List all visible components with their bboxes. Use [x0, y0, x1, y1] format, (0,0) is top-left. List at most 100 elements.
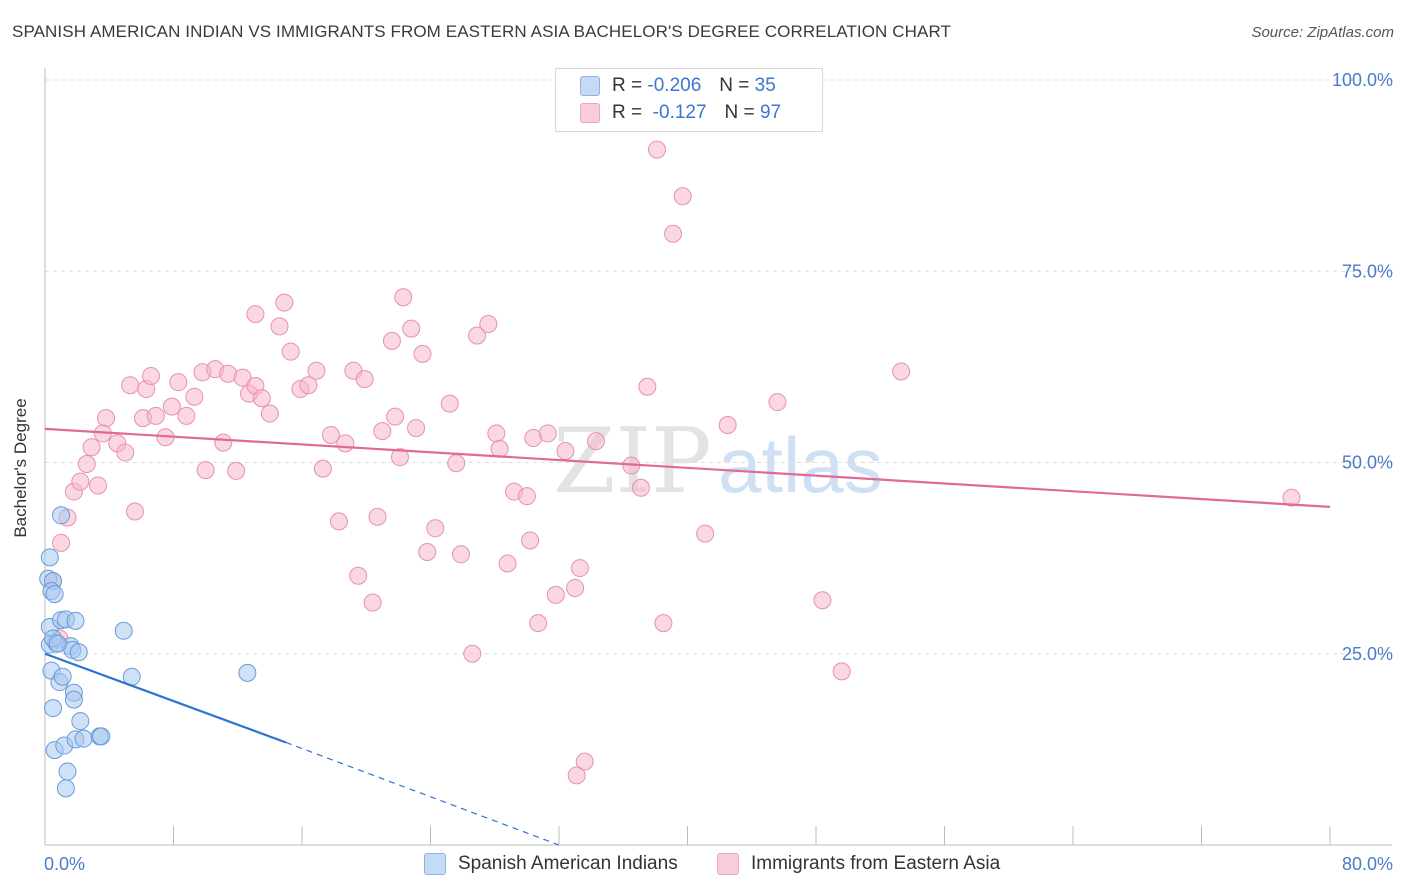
data-point-eastern-asia [121, 376, 140, 395]
correlation-legend: R = -0.206 N = 35 R = -0.127 N = 97 [555, 68, 823, 132]
data-point-eastern-asia [336, 434, 355, 453]
legend-row-pink: R = -0.127 N = 97 [580, 102, 781, 124]
data-point-eastern-asia [566, 578, 585, 597]
data-point-eastern-asia [1282, 488, 1301, 507]
data-point-eastern-asia [260, 404, 279, 423]
data-point-spanish-american-indian [74, 729, 93, 748]
data-point-eastern-asia [321, 425, 340, 444]
data-point-eastern-asia [638, 377, 657, 396]
data-point-eastern-asia [556, 442, 575, 461]
data-point-spanish-american-indian [44, 699, 63, 718]
data-point-eastern-asia [463, 644, 482, 663]
gridlines [45, 79, 1392, 655]
data-point-eastern-asia [355, 370, 374, 389]
data-point-eastern-asia [521, 531, 540, 550]
chart-title: SPANISH AMERICAN INDIAN VS IMMIGRANTS FR… [12, 22, 952, 41]
data-point-eastern-asia [402, 319, 421, 338]
bottom-legend-item-pink: Immigrants from Eastern Asia [717, 852, 1000, 876]
data-point-eastern-asia [125, 502, 144, 521]
bottom-legend-label-pink: Immigrants from Eastern Asia [751, 853, 1001, 874]
data-point-eastern-asia [71, 472, 90, 491]
data-point-eastern-asia [246, 305, 265, 324]
data-point-eastern-asia [82, 438, 101, 457]
data-point-spanish-american-indian [45, 585, 64, 604]
data-point-eastern-asia [567, 766, 586, 785]
trend-line-spanish-american-indian [44, 652, 287, 744]
data-point-eastern-asia [718, 416, 737, 435]
trend-lines [44, 427, 1331, 846]
data-point-eastern-asia [89, 476, 108, 495]
data-point-eastern-asia [832, 662, 851, 681]
data-point-eastern-asia [196, 461, 215, 480]
data-point-eastern-asia [214, 433, 233, 452]
watermark: ZIP atlas [553, 409, 883, 514]
bottom-legend-swatch-blue [424, 853, 446, 875]
data-point-eastern-asia [452, 545, 471, 564]
data-point-eastern-asia [169, 373, 188, 392]
legend-swatch-blue [580, 76, 600, 96]
data-point-eastern-asia [281, 342, 300, 361]
data-point-eastern-asia [570, 559, 589, 578]
data-point-spanish-american-indian [71, 712, 90, 731]
y-tick-label: 75.0% [1342, 261, 1393, 281]
data-point-eastern-asia [252, 389, 271, 408]
data-point-eastern-asia [892, 362, 911, 381]
data-point-eastern-asia [386, 407, 405, 426]
data-point-eastern-asia [529, 614, 548, 633]
data-point-spanish-american-indian [114, 621, 133, 640]
data-point-eastern-asia [349, 566, 368, 585]
trend-line-eastern-asia [44, 427, 1331, 508]
data-point-spanish-american-indian [92, 727, 111, 746]
data-point-eastern-asia [313, 459, 332, 478]
data-point-eastern-asia [270, 317, 289, 336]
data-point-eastern-asia [490, 439, 509, 458]
data-point-eastern-asia [447, 454, 466, 473]
data-point-eastern-asia [77, 455, 96, 474]
x-tick-label-max: 80.0% [1342, 854, 1393, 874]
data-point-eastern-asia [538, 424, 557, 443]
bottom-legend-item-blue: Spanish American Indians [424, 852, 678, 876]
data-point-spanish-american-indian [66, 611, 85, 630]
data-point-eastern-asia [418, 543, 437, 562]
data-point-eastern-asia [177, 406, 196, 425]
data-point-eastern-asia [185, 387, 204, 406]
data-point-eastern-asia [586, 432, 605, 451]
data-point-eastern-asia [390, 448, 409, 467]
data-point-eastern-asia [696, 524, 715, 543]
data-point-eastern-asia [116, 443, 135, 462]
data-point-spanish-american-indian [56, 779, 75, 798]
data-point-eastern-asia [368, 507, 387, 526]
data-point-spanish-american-indian [58, 762, 77, 781]
data-point-eastern-asia [307, 361, 326, 380]
legend-n-value-pink: 97 [759, 102, 782, 123]
data-point-eastern-asia [631, 478, 650, 497]
data-point-eastern-asia [97, 409, 116, 428]
data-point-eastern-asia [382, 331, 401, 350]
watermark-atlas: atlas [718, 421, 883, 509]
data-point-eastern-asia [479, 315, 498, 334]
data-point-eastern-asia [363, 593, 382, 612]
data-point-eastern-asia [413, 344, 432, 363]
data-point-eastern-asia [233, 368, 252, 387]
data-point-eastern-asia [142, 367, 161, 386]
trend-extension-spanish-american-indian [285, 741, 560, 846]
data-point-eastern-asia [440, 394, 459, 413]
data-point-eastern-asia [664, 224, 683, 243]
series-spanish-american-indians [39, 506, 257, 798]
data-point-eastern-asia [299, 376, 318, 395]
data-point-eastern-asia [768, 393, 787, 412]
data-point-eastern-asia [426, 519, 445, 538]
data-point-eastern-asia [546, 585, 565, 604]
data-point-spanish-american-indian [64, 690, 83, 709]
data-point-eastern-asia [517, 487, 536, 506]
data-point-eastern-asia [407, 419, 426, 438]
source-label: Source: ZipAtlas.com [1251, 24, 1394, 41]
bottom-legend-label-blue: Spanish American Indians [458, 853, 678, 874]
axes [44, 68, 1392, 846]
y-tick-label: 100.0% [1332, 70, 1393, 90]
data-point-eastern-asia [162, 397, 181, 416]
legend-row-blue: R = -0.206 N = 35 [580, 75, 776, 97]
data-point-eastern-asia [647, 140, 666, 159]
data-point-spanish-american-indian [238, 663, 257, 682]
data-point-eastern-asia [673, 187, 692, 206]
